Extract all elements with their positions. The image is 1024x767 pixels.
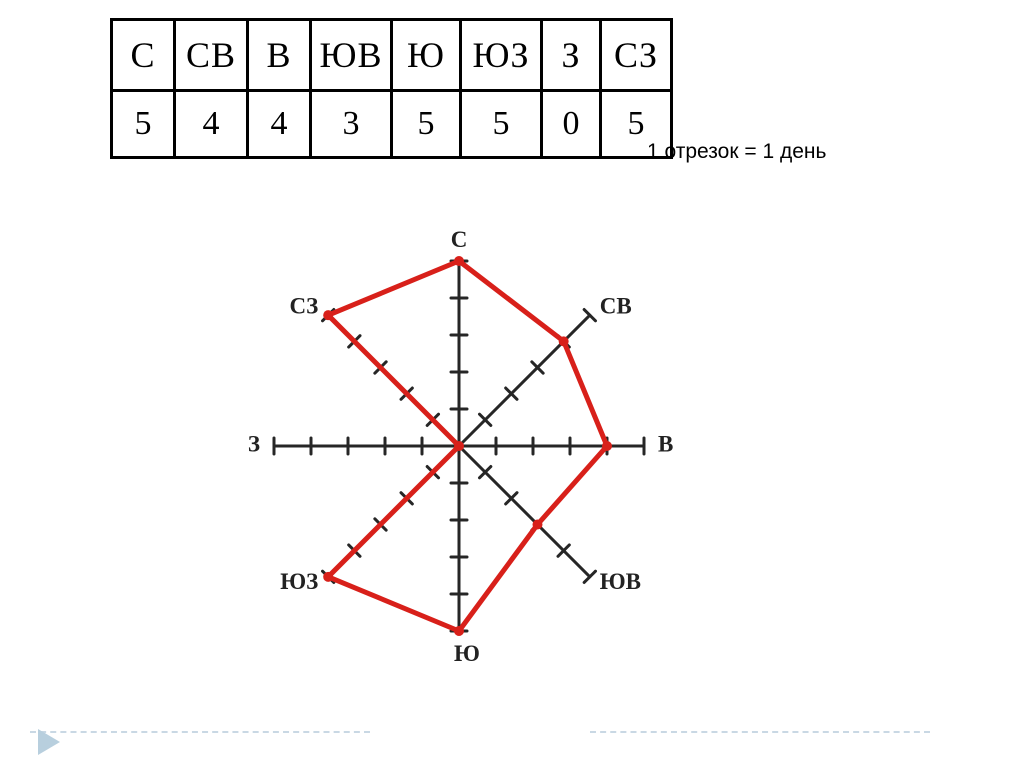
rose-marker-С — [454, 256, 464, 266]
table-value-cell: 0 — [542, 91, 601, 158]
rose-marker-СВ — [559, 336, 569, 346]
rose-center-marker — [454, 441, 464, 451]
axis-ЮВ — [459, 446, 590, 577]
play-icon — [38, 729, 60, 755]
table-value-cell: 5 — [112, 91, 175, 158]
table-header-cell: СЗ — [601, 20, 672, 91]
rose-marker-В — [602, 441, 612, 451]
table-header-cell: Ю — [392, 20, 461, 91]
rose-marker-СЗ — [323, 310, 333, 320]
rose-marker-ЮЗ — [323, 572, 333, 582]
axis-label-В: В — [658, 431, 673, 456]
axis-label-СЗ: СЗ — [290, 293, 319, 318]
footer-dash-right — [590, 731, 930, 733]
table-value-cell: 3 — [311, 91, 392, 158]
wind-rose-svg: С СВ В ЮВ Ю ЮЗ З СЗ — [162, 192, 762, 722]
axis-label-С: С — [451, 227, 468, 252]
axis-label-ЮВ: ЮВ — [600, 569, 641, 594]
table-value-cell: 5 — [392, 91, 461, 158]
direction-table: ССВВЮВЮЮЗЗСЗ 54435505 — [110, 18, 673, 159]
table-value-cell: 5 — [461, 91, 542, 158]
table-header-cell: В — [248, 20, 311, 91]
table-header-cell: ЮЗ — [461, 20, 542, 91]
table-value-cell: 4 — [248, 91, 311, 158]
axis-СВ — [459, 315, 590, 446]
axis-label-СВ: СВ — [600, 293, 632, 318]
table-header-cell: З — [542, 20, 601, 91]
footer-dash-left — [30, 731, 370, 733]
axis-label-Ю: Ю — [454, 641, 480, 666]
table-header-cell: С — [112, 20, 175, 91]
rose-marker-Ю — [454, 626, 464, 636]
legend-text: 1 отрезок = 1 день — [647, 140, 826, 164]
table-header-cell: СВ — [175, 20, 248, 91]
page: ССВВЮВЮЮЗЗСЗ 54435505 1 отрезок = 1 день… — [0, 0, 1024, 767]
table-value-cell: 4 — [175, 91, 248, 158]
rose-marker-ЮВ — [532, 519, 542, 529]
axis-label-ЮЗ: ЮЗ — [280, 569, 318, 594]
axis-label-З: З — [248, 431, 260, 456]
table-value-row: 54435505 — [112, 91, 672, 158]
table-header-row: ССВВЮВЮЮЗЗСЗ — [112, 20, 672, 91]
wind-rose-chart: С СВ В ЮВ Ю ЮЗ З СЗ — [162, 192, 762, 722]
table-header-cell: ЮВ — [311, 20, 392, 91]
